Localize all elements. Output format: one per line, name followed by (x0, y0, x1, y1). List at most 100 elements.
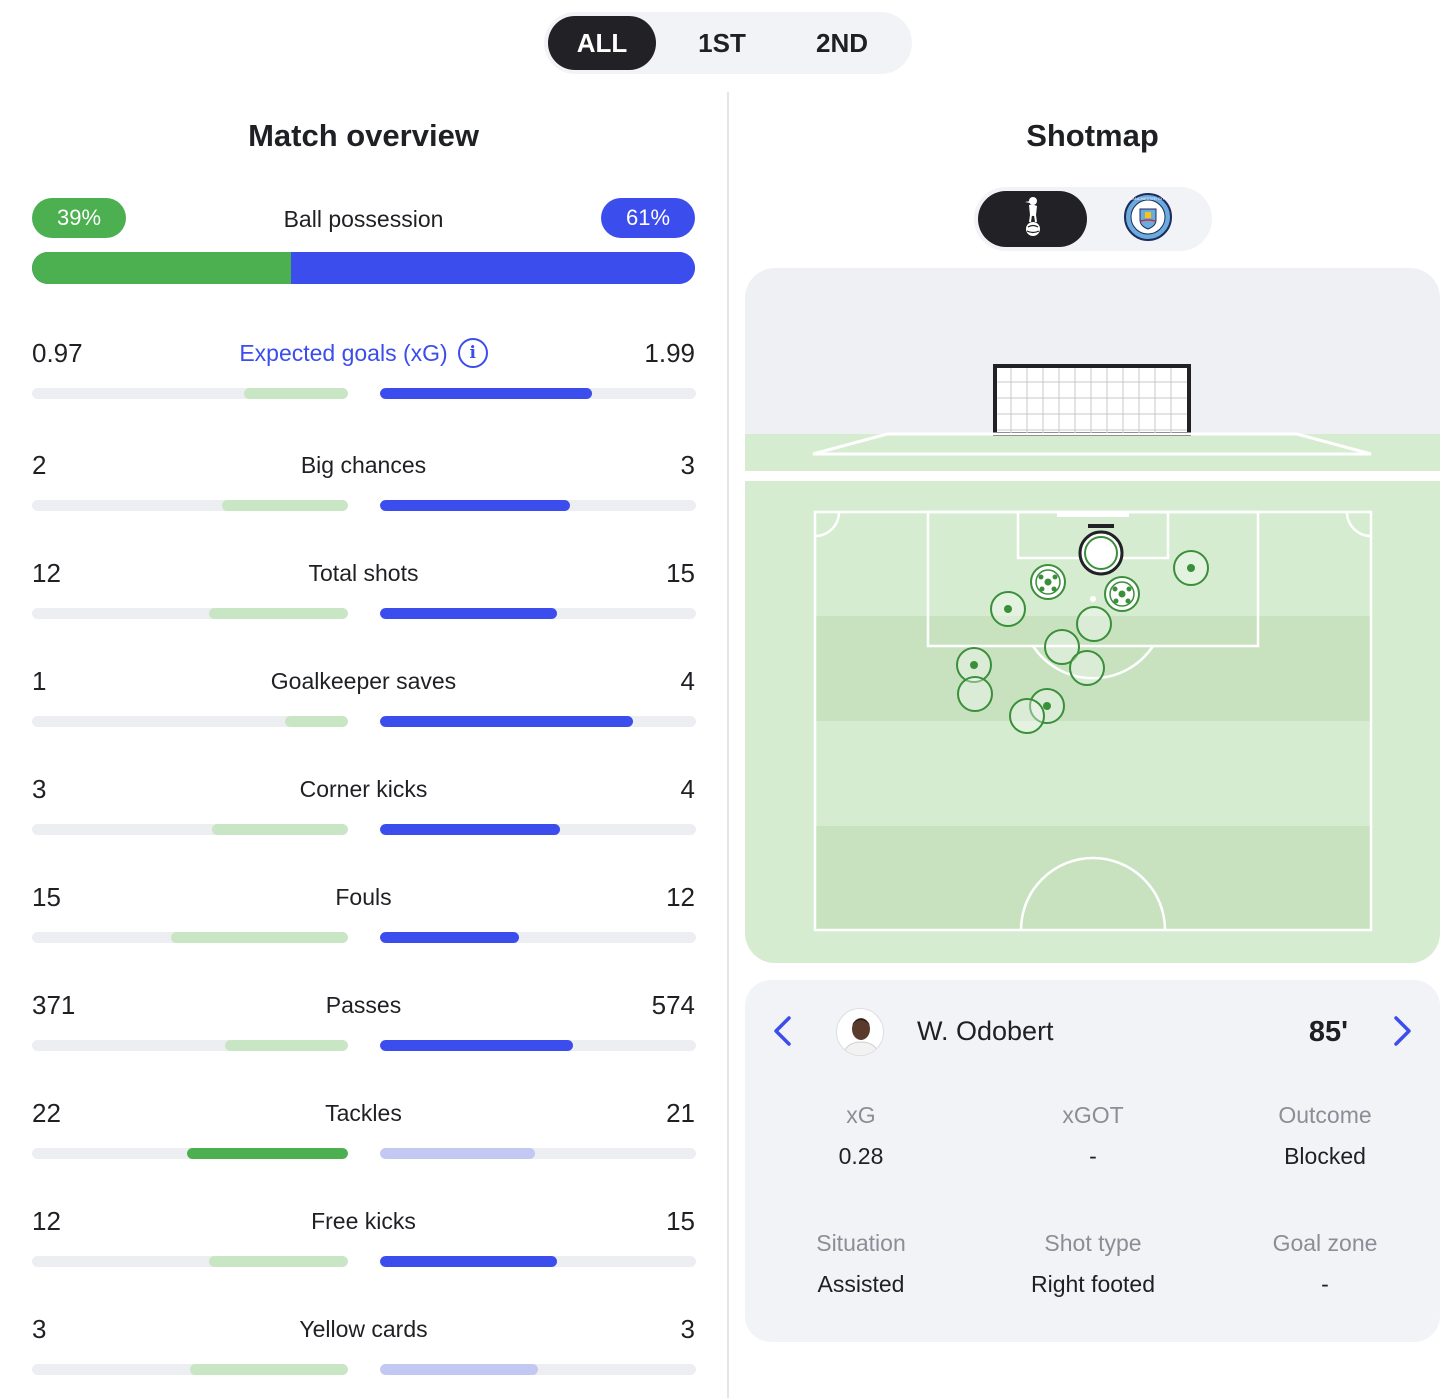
stat-bar-home (32, 932, 348, 943)
stat-away-value: 21 (666, 1098, 695, 1128)
field-situation: Situation Assisted (745, 1230, 977, 1298)
match-overview-title: Match overview (248, 118, 479, 153)
stat-away-value: 12 (666, 882, 695, 912)
stat-label-text: Yellow cards (299, 1316, 428, 1342)
shot-minute: 85' (1308, 1016, 1348, 1048)
stat-row-goalkeeper-saves: 1 Goalkeeper saves 4 (32, 666, 696, 736)
chevron-right-icon (1394, 1016, 1411, 1046)
stat-home-value: 2 (32, 450, 47, 480)
stat-home-value: 15 (32, 882, 61, 912)
shot-marker[interactable] (1044, 629, 1080, 665)
team-button-man-city[interactable]: MANCHESTER CITY (1093, 191, 1202, 247)
stat-bar-home (32, 716, 348, 727)
next-shot-button[interactable] (1384, 1014, 1418, 1048)
stat-bar-home (32, 608, 348, 619)
previous-shot-button[interactable] (767, 1014, 801, 1048)
ball-patch (1112, 586, 1118, 592)
stat-row-tackles: 22 Tackles 21 (32, 1098, 696, 1168)
ball-patch (1118, 590, 1126, 598)
shot-marker-center (1004, 605, 1012, 613)
blocked-indicator (1088, 524, 1114, 528)
stat-bar-home-fill (224, 1040, 348, 1051)
stat-label: Corner kicks (32, 776, 695, 803)
shot-marker[interactable] (957, 676, 993, 712)
selected-shot-inner (1084, 536, 1118, 570)
stat-home-value: 0.97 (32, 338, 83, 368)
ball-patch (1052, 574, 1058, 580)
stat-bar-away-fill (380, 1148, 535, 1159)
stat-label: Free kicks (32, 1208, 695, 1235)
stat-row-fouls: 15 Fouls 12 (32, 882, 696, 952)
field-xgot: xGOT - (977, 1102, 1209, 1170)
team-button-tottenham[interactable] (978, 191, 1087, 247)
tab-2nd[interactable]: 2ND (815, 27, 868, 58)
stat-row-corner-kicks: 3 Corner kicks 4 (32, 774, 696, 844)
stat-bar-home (32, 1256, 348, 1267)
field-label: Outcome (1278, 1102, 1372, 1128)
stat-bar-away-fill (380, 608, 557, 619)
stat-label-text: Free kicks (311, 1208, 416, 1234)
stat-bar-home-fill (221, 500, 348, 511)
stat-label: Yellow cards (32, 1316, 695, 1343)
goal-net (993, 364, 1191, 436)
shot-marker[interactable] (1076, 606, 1112, 642)
stat-row-big-chances: 2 Big chances 3 (32, 450, 696, 520)
shot-marker-center (970, 661, 978, 669)
shot-marker[interactable] (1009, 698, 1045, 734)
shot-detail-card: W. Odobert 85' xG 0.28 xGOT - Outcome Bl… (745, 980, 1440, 1342)
period-tabs: ALL 1ST 2ND (544, 12, 912, 74)
stat-label: Total shots (32, 560, 695, 587)
stat-label: Passes (32, 992, 695, 1019)
stat-bar-away-fill (380, 1040, 573, 1051)
stat-bar-home (32, 1040, 348, 1051)
stat-label[interactable]: Expected goals (xG) i (32, 338, 695, 370)
ball-patch (1113, 598, 1119, 604)
stat-bar-home-fill (186, 1148, 348, 1159)
stat-away-value: 3 (680, 450, 695, 480)
stat-bar-home-fill (284, 716, 348, 727)
shotmap-pitch (745, 268, 1440, 963)
field-value: - (1089, 1143, 1097, 1169)
team-switch: MANCHESTER CITY (974, 187, 1212, 251)
home-possession-badge: 39% (32, 198, 126, 238)
tottenham-crest-icon (1021, 195, 1045, 244)
stat-bar-away-fill (380, 932, 520, 943)
stat-label-text: Goalkeeper saves (270, 668, 457, 694)
stat-home-value: 371 (32, 990, 76, 1020)
svg-text:MANCHESTER CITY: MANCHESTER CITY (1128, 196, 1167, 201)
stat-home-value: 12 (32, 558, 61, 588)
stat-bar-home-fill (190, 1364, 348, 1375)
tab-1st[interactable]: 1ST (698, 27, 746, 58)
stat-bar-away-fill (380, 388, 592, 399)
field-value: 0.28 (838, 1143, 884, 1169)
stat-bar-away (380, 500, 696, 511)
stat-row-total-shots: 12 Total shots 15 (32, 558, 696, 628)
field-label: xGOT (1062, 1102, 1124, 1128)
field-value: Blocked (1284, 1143, 1366, 1169)
stat-bar-away-fill (380, 716, 633, 727)
stat-away-value: 15 (666, 1206, 695, 1236)
away-possession-badge: 61% (601, 198, 695, 238)
player-avatar (836, 1008, 884, 1056)
ball-patch (1038, 574, 1044, 580)
stat-bar-home-fill (208, 608, 348, 619)
stat-away-value: 1.99 (644, 338, 695, 368)
player-name: W. Odobert (917, 1016, 1054, 1046)
ball-possession: 39% Ball possession 61% (32, 198, 695, 288)
stat-home-value: 3 (32, 774, 47, 804)
ball-patch (1051, 586, 1057, 592)
stat-bar-home-fill (212, 824, 348, 835)
possession-bar-home (32, 252, 291, 284)
shot-marker[interactable] (1069, 650, 1105, 686)
stat-label: Tackles (32, 1100, 695, 1127)
field-label: Goal zone (1272, 1230, 1378, 1256)
stat-bar-away-fill (380, 824, 561, 835)
stat-home-value: 3 (32, 1314, 47, 1344)
field-value: Right footed (1030, 1271, 1156, 1297)
tab-all[interactable]: ALL (548, 16, 656, 70)
stat-label-text: Total shots (308, 560, 419, 586)
possession-label: Ball possession (283, 206, 444, 232)
field-label: Shot type (1044, 1230, 1142, 1256)
stat-bar-away (380, 608, 696, 619)
info-icon[interactable]: i (457, 338, 488, 368)
